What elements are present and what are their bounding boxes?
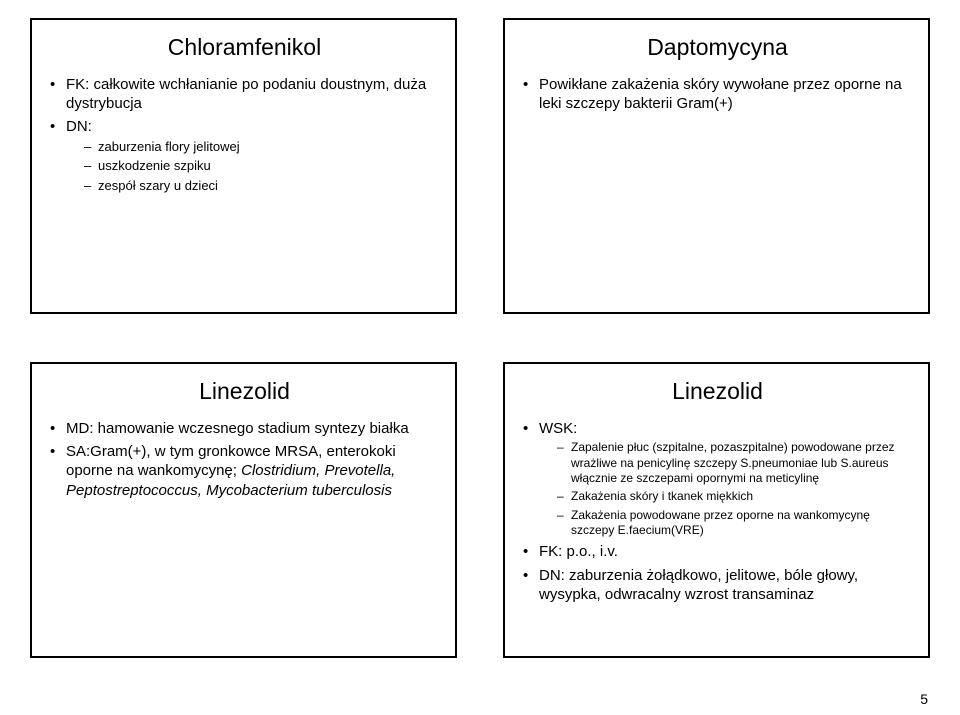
- sub-item: uszkodzenie szpiku: [84, 158, 439, 175]
- item-text: FK: p.o., i.v.: [539, 543, 618, 560]
- sub-item: zaburzenia flory jelitowej: [84, 139, 439, 156]
- list-item: Powikłane zakażenia skóry wywołane przez…: [523, 75, 912, 113]
- item-text: FK: całkowite wchłanianie po podaniu dou…: [66, 76, 426, 112]
- list-item: FK: całkowite wchłanianie po podaniu dou…: [50, 75, 439, 113]
- list-item: FK: p.o., i.v.: [523, 542, 912, 561]
- sub-list: zaburzenia flory jelitowej uszkodzenie s…: [84, 139, 439, 195]
- sub-item: Zakażenia powodowane przez oporne na wan…: [557, 508, 912, 539]
- bullet-list: Powikłane zakażenia skóry wywołane przez…: [523, 75, 912, 113]
- list-item: MD: hamowanie wczesnego stadium syntezy …: [50, 419, 439, 438]
- bullet-list: WSK: Zapalenie płuc (szpitalne, pozaszpi…: [523, 419, 912, 604]
- sub-list: Zapalenie płuc (szpitalne, pozaszpitalne…: [557, 440, 912, 538]
- item-text: DN:: [66, 118, 92, 135]
- list-item: WSK: Zapalenie płuc (szpitalne, pozaszpi…: [523, 419, 912, 538]
- sub-item: Zapalenie płuc (szpitalne, pozaszpitalne…: [557, 440, 912, 486]
- item-text: MD: hamowanie wczesnego stadium syntezy …: [66, 420, 409, 437]
- bullet-list: FK: całkowite wchłanianie po podaniu dou…: [50, 75, 439, 194]
- item-text: Powikłane zakażenia skóry wywołane przez…: [539, 76, 902, 112]
- item-text: SA:Gram(+), w tym gronkowce MRSA, entero…: [66, 443, 396, 498]
- panel-title: Linezolid: [523, 378, 912, 405]
- panel-grid: Chloramfenikol FK: całkowite wchłanianie…: [30, 18, 930, 658]
- panel-bottom-left: Linezolid MD: hamowanie wczesnego stadiu…: [30, 362, 457, 658]
- bullet-list: MD: hamowanie wczesnego stadium syntezy …: [50, 419, 439, 500]
- sub-item: Zakażenia skóry i tkanek miękkich: [557, 489, 912, 504]
- sub-item: zespół szary u dzieci: [84, 178, 439, 195]
- panel-top-left: Chloramfenikol FK: całkowite wchłanianie…: [30, 18, 457, 314]
- page-number: 5: [920, 691, 928, 707]
- panel-title: Linezolid: [50, 378, 439, 405]
- list-item: DN: zaburzenia żołądkowo, jelitowe, bóle…: [523, 566, 912, 604]
- item-text: WSK:: [539, 420, 577, 437]
- panel-bottom-right: Linezolid WSK: Zapalenie płuc (szpitalne…: [503, 362, 930, 658]
- slide-page: Chloramfenikol FK: całkowite wchłanianie…: [0, 0, 960, 715]
- item-text: DN: zaburzenia żołądkowo, jelitowe, bóle…: [539, 567, 858, 603]
- panel-top-right: Daptomycyna Powikłane zakażenia skóry wy…: [503, 18, 930, 314]
- panel-title: Chloramfenikol: [50, 34, 439, 61]
- list-item: SA:Gram(+), w tym gronkowce MRSA, entero…: [50, 442, 439, 500]
- panel-title: Daptomycyna: [523, 34, 912, 61]
- list-item: DN: zaburzenia flory jelitowej uszkodzen…: [50, 117, 439, 194]
